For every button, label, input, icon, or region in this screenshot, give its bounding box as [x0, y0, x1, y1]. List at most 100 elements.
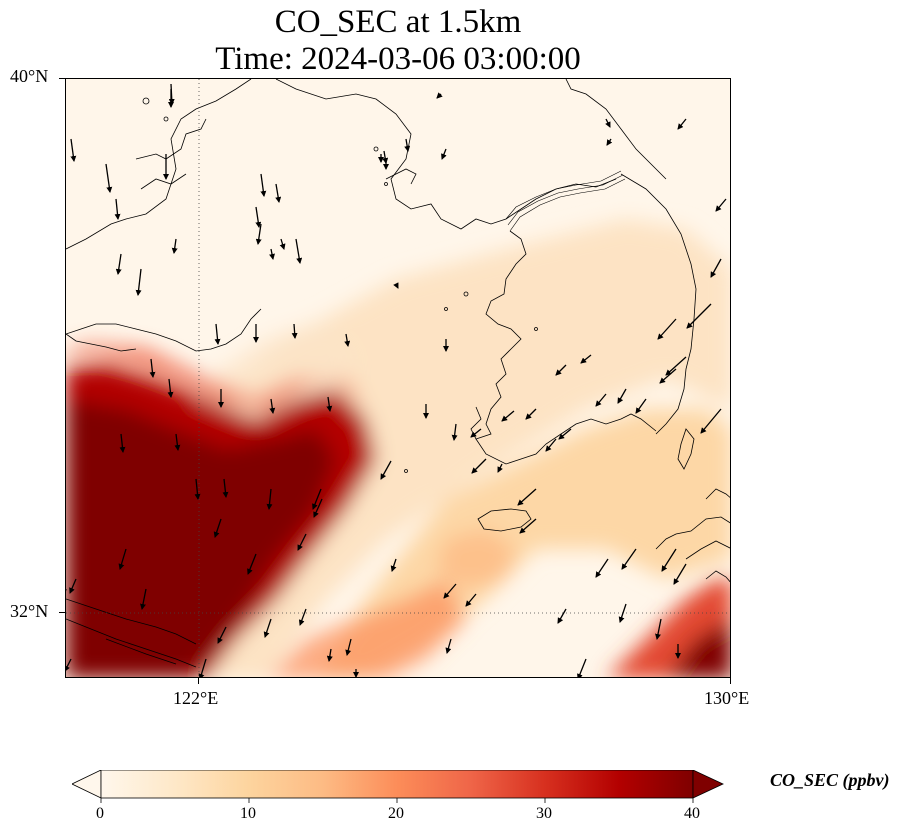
- wind-arrow: [313, 498, 323, 518]
- colorbar-canvas: [71, 769, 724, 803]
- colorbar-tick-20: 20: [388, 805, 404, 822]
- wind-arrow: [66, 658, 72, 672]
- wind-arrow: [260, 173, 267, 197]
- wind-arrow: [470, 428, 482, 438]
- wind-arrow: [451, 423, 458, 441]
- wind-arrow: [198, 658, 207, 677]
- wind-arrow: [517, 488, 537, 506]
- wind-arrow: [497, 463, 503, 473]
- wind-arrow: [115, 253, 122, 275]
- wind-arrow: [269, 248, 275, 260]
- lat-tick-label-32: 32°N: [10, 601, 49, 621]
- wind-arrow: [605, 118, 611, 128]
- lon-tick-130: [730, 678, 731, 684]
- wind-arrow: [659, 368, 677, 384]
- wind-arrow: [657, 318, 677, 340]
- colorbar-max-extend: [692, 769, 724, 799]
- wind-arrow: [710, 258, 722, 278]
- map-panel: [65, 78, 731, 678]
- wind-arrow: [558, 428, 572, 440]
- wind-arrow: [465, 593, 477, 607]
- concentration-field: [66, 219, 730, 677]
- wind-arrow: [557, 608, 567, 624]
- wind-arrow: [312, 488, 322, 510]
- wind-arrow: [443, 583, 457, 599]
- colorbar-gradient: [100, 769, 694, 799]
- colorbar-label: CO_SEC (ppbv): [770, 770, 890, 790]
- lat-tick-32: [59, 612, 65, 613]
- wind-arrow: [344, 333, 351, 347]
- wind-arrow: [555, 364, 567, 376]
- wind-arrow: [213, 518, 222, 538]
- wind-arrow: [247, 553, 257, 575]
- wind-arrow: [119, 433, 126, 453]
- wind-arrow: [665, 356, 687, 376]
- wind-arrow: [445, 638, 452, 654]
- colorbar-tick-10: 10: [240, 805, 256, 822]
- wind-arrow: [393, 282, 399, 289]
- wind-arrow: [545, 438, 557, 452]
- wind-arrow: [606, 138, 613, 146]
- wind-vectors: [66, 83, 727, 677]
- wind-arrow: [291, 323, 298, 339]
- colorbar: 0 10 20 30 40: [71, 769, 724, 822]
- wind-arrow: [525, 408, 537, 420]
- wind-arrow: [686, 303, 712, 329]
- plot-subtitle-time: Time: 2024-03-06 03:00:00: [215, 41, 581, 77]
- wind-arrow: [345, 638, 352, 656]
- wind-arrow: [295, 238, 303, 264]
- wind-arrow: [677, 118, 687, 130]
- wind-arrow: [577, 658, 587, 677]
- lon-tick-label-130: 130°E: [704, 688, 750, 708]
- colorbar-tick-40: 40: [684, 805, 700, 822]
- wind-arrow: [621, 548, 637, 570]
- wind-arrow: [595, 558, 609, 578]
- wind-arrow: [255, 206, 262, 228]
- wind-arrow: [390, 558, 397, 572]
- wind-arrow: [661, 548, 677, 572]
- wind-arrow: [105, 163, 113, 193]
- map-canvas: [66, 79, 730, 677]
- colorbar-min-extend: [71, 769, 102, 799]
- wind-arrow: [135, 268, 142, 296]
- wind-arrow: [715, 198, 727, 212]
- wind-arrow: [501, 410, 515, 422]
- wind-arrow: [194, 478, 201, 500]
- wind-arrow: [140, 588, 147, 610]
- wind-arrow: [266, 488, 273, 510]
- wind-arrow: [326, 648, 333, 662]
- wind-arrow: [255, 223, 262, 245]
- plot-title: CO_SEC at 1.5km: [274, 4, 522, 40]
- wind-arrow: [655, 618, 662, 640]
- wind-arrow: [700, 408, 722, 434]
- wind-arrow: [635, 398, 647, 414]
- wind-arrow: [380, 460, 392, 480]
- lat-tick-label-40: 40°N: [10, 66, 49, 86]
- colorbar-tick-0: 0: [96, 805, 104, 822]
- wind-arrow: [118, 548, 127, 570]
- wind-arrow: [441, 148, 447, 160]
- wind-arrow: [174, 433, 181, 451]
- wind-arrow: [326, 396, 333, 412]
- wind-arrow: [263, 618, 272, 638]
- wind-arrow: [673, 563, 687, 585]
- wind-arrow: [217, 626, 227, 644]
- coastlines: [66, 79, 730, 668]
- wind-arrow: [297, 533, 307, 551]
- wind-arrow: [269, 398, 276, 414]
- wind-arrow: [222, 478, 229, 498]
- lon-tick-122: [198, 678, 199, 684]
- wind-arrow: [471, 458, 487, 474]
- wind-arrow: [214, 323, 221, 345]
- wind-arrow: [279, 238, 286, 250]
- lon-tick-label-122: 122°E: [173, 688, 219, 708]
- wind-arrow: [69, 578, 77, 594]
- wind-arrow: [171, 238, 178, 254]
- wind-arrow: [298, 608, 307, 626]
- colorbar-tick-30: 30: [536, 805, 552, 822]
- wind-arrow: [436, 92, 443, 99]
- wind-arrow: [617, 388, 627, 404]
- wind-arrow: [70, 138, 77, 162]
- wind-arrow: [519, 518, 537, 534]
